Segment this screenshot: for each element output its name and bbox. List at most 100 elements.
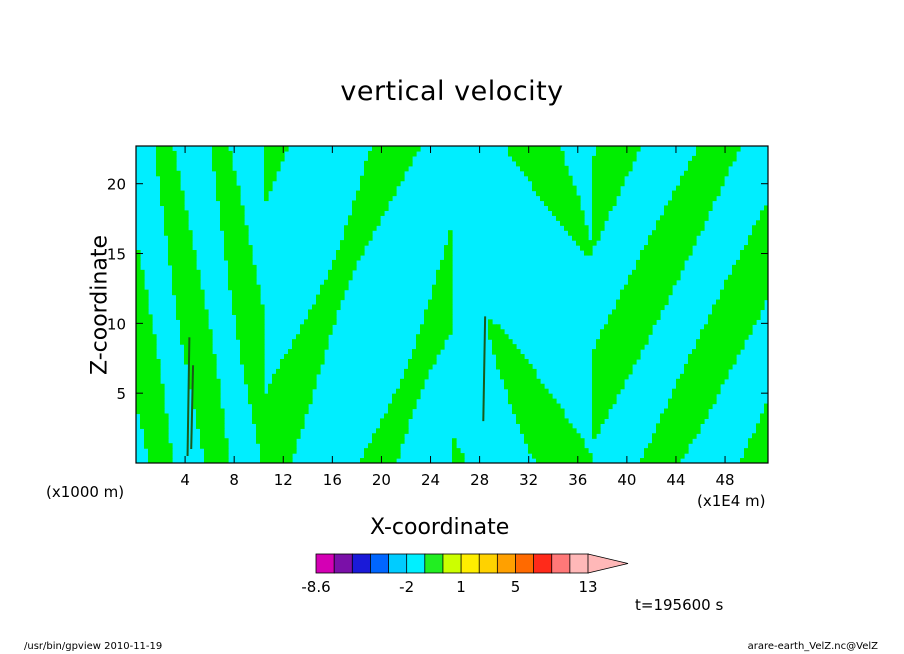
field-cell (392, 155, 397, 162)
field-cell (628, 294, 633, 301)
field-cell (704, 155, 709, 162)
field-cell (284, 418, 289, 424)
field-cell (636, 344, 641, 350)
field-cell (252, 349, 257, 355)
field-cell (760, 240, 765, 246)
field-cell (700, 185, 705, 192)
field-cell (176, 250, 181, 256)
field-cell (656, 314, 661, 320)
field-cell (140, 314, 145, 320)
field-cell (600, 413, 605, 420)
field-cell (300, 358, 305, 365)
field-cell (248, 284, 253, 291)
field-cell (540, 393, 545, 400)
field-cell (564, 165, 569, 172)
field-cell (192, 254, 197, 261)
field-cell (680, 210, 685, 216)
field-cell (544, 175, 549, 182)
field-cell (656, 235, 661, 241)
field-cell (688, 408, 693, 415)
field-cell (280, 428, 285, 434)
field-cell (296, 339, 301, 345)
field-cell (200, 304, 205, 311)
field-cell (224, 443, 229, 449)
field-cell (728, 354, 733, 360)
field-cell (172, 254, 177, 261)
field-cell (712, 180, 717, 187)
field-cell (212, 358, 217, 365)
field-cell (740, 344, 745, 350)
field-cell (156, 373, 161, 380)
field-cell (688, 165, 693, 172)
field-cell (568, 438, 573, 444)
field-cell (648, 254, 653, 261)
field-cell (140, 378, 145, 385)
field-cell (160, 393, 165, 400)
field-cell (304, 329, 309, 335)
field-cell (332, 319, 337, 325)
field-cell (144, 329, 149, 335)
field-cell (724, 324, 729, 330)
field-cell (596, 418, 601, 424)
x-tick-label: 20 (372, 471, 391, 489)
field-cell (744, 259, 749, 266)
field-cell (288, 363, 293, 370)
field-cell (300, 383, 305, 390)
field-cell (648, 289, 653, 296)
field-cell (696, 373, 701, 380)
field-cell (192, 279, 197, 286)
field-cell (700, 160, 705, 167)
field-cell (604, 388, 609, 395)
field-cell (420, 339, 425, 345)
field-cell (272, 388, 277, 395)
field-cell (312, 344, 317, 350)
field-cell (160, 438, 165, 444)
field-cell (424, 334, 429, 340)
field-cell (136, 358, 141, 365)
field-cell (392, 146, 397, 152)
field-cell (188, 279, 193, 286)
field-cell (620, 329, 625, 335)
field-cell (420, 363, 425, 370)
field-cell (664, 205, 669, 211)
field-cell (528, 393, 533, 400)
field-cell (200, 334, 205, 340)
field-cell (756, 438, 761, 444)
field-cell (648, 458, 653, 463)
field-cell (596, 383, 601, 390)
field-cell (676, 240, 681, 246)
field-cell (536, 438, 541, 444)
field-cell (692, 433, 697, 439)
field-cell (404, 160, 409, 167)
field-cell (624, 146, 629, 152)
field-cell (244, 314, 249, 320)
field-cell (188, 294, 193, 301)
field-cell (592, 358, 597, 365)
field-cell (216, 383, 221, 390)
field-cell (188, 284, 193, 291)
field-cell (424, 349, 429, 355)
field-cell (688, 220, 693, 226)
field-cell (600, 383, 605, 390)
field-cell (212, 423, 217, 429)
field-cell (232, 269, 237, 276)
field-cell (196, 294, 201, 301)
field-cell (400, 383, 405, 390)
field-cell (176, 254, 181, 261)
field-cell (300, 408, 305, 415)
field-cell (396, 180, 401, 187)
field-cell (684, 195, 689, 202)
field-cell (396, 408, 401, 415)
field-cell (412, 378, 417, 385)
field-cell (172, 210, 177, 216)
field-cell (192, 358, 197, 365)
field-cell (720, 180, 725, 187)
field-cell (176, 299, 181, 306)
field-cell (284, 413, 289, 420)
field-cell (496, 363, 501, 370)
colorbar-label: -8.6 (301, 578, 330, 596)
field-cell (268, 170, 273, 177)
field-cell (232, 250, 237, 256)
field-cell (680, 413, 685, 420)
field-cell (164, 185, 169, 192)
